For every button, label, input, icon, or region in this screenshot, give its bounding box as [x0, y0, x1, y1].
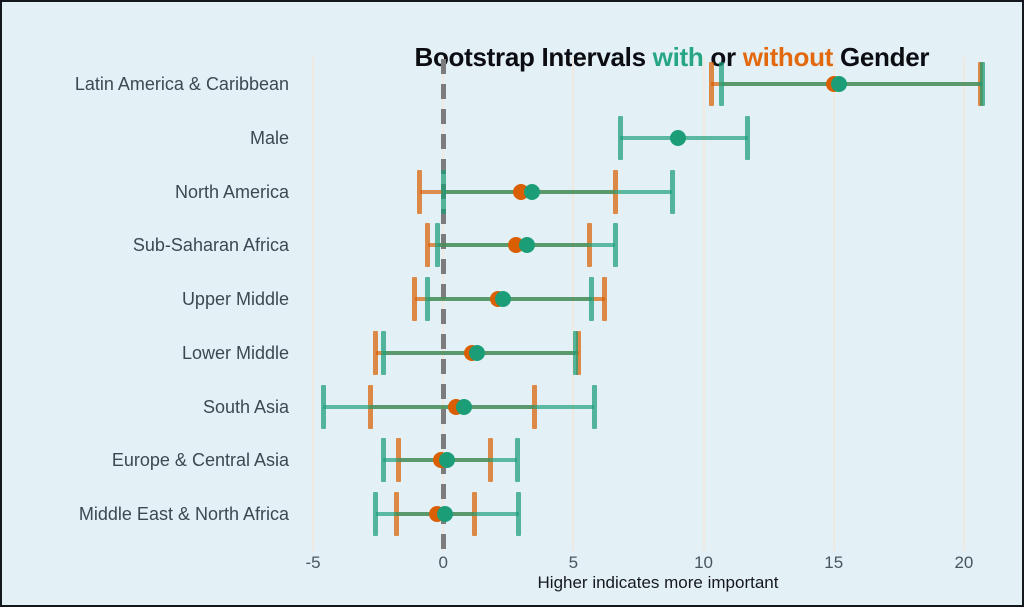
category-label: Upper Middle: [181, 289, 289, 309]
interval-cap-with-gender: [719, 62, 725, 106]
category-label: Middle East & North Africa: [78, 504, 289, 524]
center-dot-with-gender: [436, 506, 453, 522]
interval-cap-with-gender: [516, 492, 522, 536]
interval-cap-without-gender: [425, 223, 431, 268]
x-tick-label: 0: [438, 553, 448, 572]
title-suffix: Gender: [833, 42, 930, 72]
category-label: North America: [174, 181, 289, 202]
interval-cap-with-gender: [425, 277, 431, 321]
gridline: [702, 57, 705, 551]
category-label: South Asia: [202, 396, 289, 417]
center-dot-with-gender: [495, 291, 512, 307]
interval-cap-with-gender: [617, 115, 623, 160]
center-dot-with-gender: [669, 129, 686, 146]
category-label: Sub-Saharan Africa: [132, 235, 289, 256]
interval-cap-with-gender: [669, 169, 675, 214]
x-tick-label: 15: [824, 553, 844, 572]
title-prefix: Bootstrap Intervals: [414, 42, 653, 72]
interval-cap-with-gender: [380, 330, 386, 375]
interval-cap-without-gender: [602, 277, 608, 321]
x-tick-label: -5: [305, 553, 321, 572]
interval-cap-without-gender: [417, 169, 423, 214]
gridline: [832, 57, 835, 551]
interval-cap-with-gender: [435, 223, 441, 268]
center-dot-with-gender: [456, 398, 473, 415]
center-dot-with-gender: [469, 344, 486, 361]
gridline: [312, 57, 315, 551]
interval-cap-with-gender: [573, 330, 579, 375]
chart-title: Bootstrap Intervals with or without Gend…: [300, 11, 1016, 104]
x-tick-label: 10: [694, 553, 714, 572]
interval-line-with-gender: [443, 189, 673, 194]
title-with-word: with: [652, 42, 704, 72]
interval-cap-with-gender: [514, 438, 520, 483]
interval-cap-without-gender: [373, 330, 378, 375]
category-label: Latin America & Caribbean: [74, 74, 289, 94]
title-without-word: without: [742, 42, 834, 72]
center-dot-with-gender: [518, 237, 535, 254]
interval-cap-with-gender: [745, 115, 751, 160]
interval-cap-with-gender: [612, 223, 618, 268]
gridline: [962, 57, 965, 551]
interval-cap-with-gender: [373, 492, 378, 536]
gridline: [572, 57, 575, 551]
x-tick-label: 5: [568, 553, 579, 572]
interval-cap-with-gender: [589, 277, 595, 321]
interval-cap-with-gender: [380, 438, 386, 483]
interval-cap-without-gender: [576, 330, 582, 375]
interval-cap-without-gender: [708, 62, 714, 106]
center-dot-with-gender: [523, 183, 540, 200]
category-label: Europe & Central Asia: [111, 450, 289, 471]
category-label: Lower Middle: [181, 342, 289, 363]
category-label: Male: [249, 127, 289, 148]
interval-cap-with-gender: [979, 62, 985, 106]
center-dot-with-gender: [439, 452, 456, 469]
interval-cap-without-gender: [412, 277, 418, 321]
x-tick-label: 20: [954, 553, 974, 572]
x-axis-label: Higher indicates more important: [537, 573, 779, 592]
interval-cap-with-gender: [440, 169, 446, 214]
interval-line-with-gender: [721, 82, 983, 86]
interval-cap-with-gender: [320, 384, 326, 429]
center-dot-with-gender: [830, 76, 847, 92]
interval-cap-with-gender: [591, 384, 597, 429]
zero-reference-line: [440, 59, 446, 551]
